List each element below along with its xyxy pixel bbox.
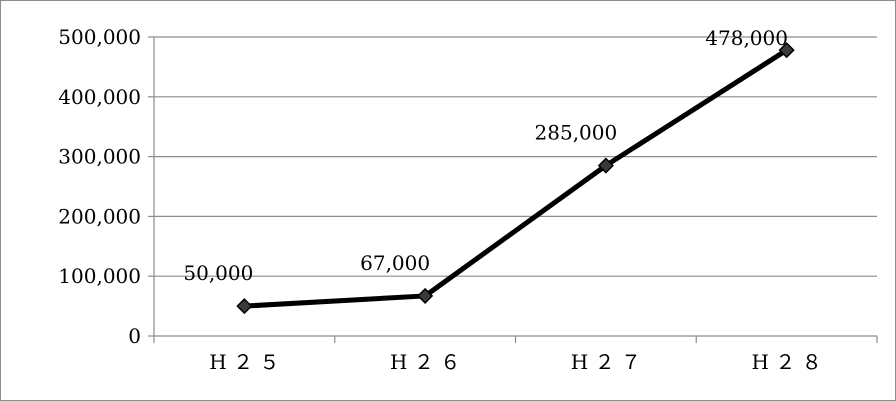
y-tick-label: 400,000 <box>58 85 141 109</box>
y-tick-label: 0 <box>128 324 141 348</box>
x-tick-label: H ２ ５ <box>209 350 279 374</box>
series <box>236 42 795 315</box>
y-tick-label: 300,000 <box>58 145 141 169</box>
x-axis-tick-labels: H ２ ５ H ２ ６ H ２ ７ H ２ ８ <box>209 350 821 374</box>
y-tick-label: 500,000 <box>58 25 141 49</box>
series-line <box>244 48 788 309</box>
y-axis-tick-labels: 0 100,000 200,000 300,000 400,000 500,000 <box>58 25 141 348</box>
data-label: 285,000 <box>535 121 618 145</box>
data-label: 67,000 <box>360 251 430 275</box>
axes <box>148 36 878 343</box>
y-tick-label: 200,000 <box>58 204 141 228</box>
data-point <box>597 157 614 174</box>
data-point <box>236 298 253 315</box>
data-labels: 50,000 67,000 285,000 478,000 <box>183 26 788 285</box>
gridlines <box>154 36 877 277</box>
x-tick-label: H ２ ６ <box>390 350 460 374</box>
x-tick-label: H ２ ８ <box>752 350 822 374</box>
y-tick-label: 100,000 <box>58 264 141 288</box>
data-point <box>417 287 434 304</box>
data-label: 50,000 <box>183 261 253 285</box>
data-label: 478,000 <box>705 26 788 50</box>
x-tick-label: H ２ ７ <box>571 350 641 374</box>
data-point <box>778 42 795 59</box>
